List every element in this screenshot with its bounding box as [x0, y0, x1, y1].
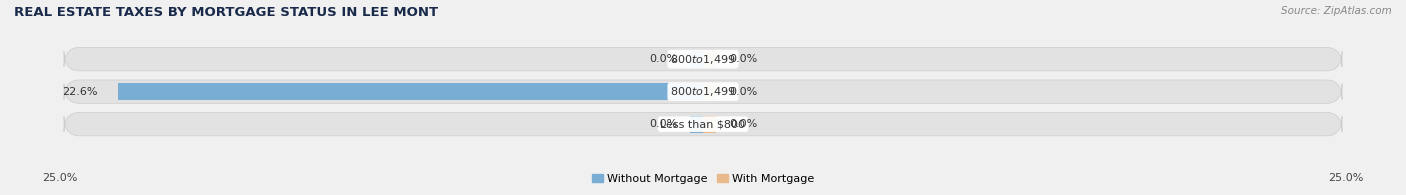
Legend: Without Mortgage, With Mortgage: Without Mortgage, With Mortgage [588, 169, 818, 189]
Bar [690, 116, 703, 133]
Bar [703, 83, 716, 100]
Text: 0.0%: 0.0% [650, 119, 678, 129]
Text: 0.0%: 0.0% [728, 87, 756, 97]
Text: REAL ESTATE TAXES BY MORTGAGE STATUS IN LEE MONT: REAL ESTATE TAXES BY MORTGAGE STATUS IN … [14, 6, 439, 19]
Text: 0.0%: 0.0% [728, 119, 756, 129]
Text: Less than $800: Less than $800 [661, 119, 745, 129]
Text: $800 to $1,499: $800 to $1,499 [671, 85, 735, 98]
Text: 22.6%: 22.6% [62, 87, 97, 97]
FancyBboxPatch shape [65, 47, 1341, 71]
FancyBboxPatch shape [65, 80, 1341, 103]
Text: $800 to $1,499: $800 to $1,499 [671, 53, 735, 66]
Bar [703, 51, 716, 68]
Text: 25.0%: 25.0% [1329, 173, 1364, 183]
Bar [703, 116, 716, 133]
Text: 0.0%: 0.0% [650, 54, 678, 64]
Text: Source: ZipAtlas.com: Source: ZipAtlas.com [1281, 6, 1392, 16]
Text: 25.0%: 25.0% [42, 173, 77, 183]
Bar [690, 51, 703, 68]
FancyBboxPatch shape [65, 113, 1341, 136]
Bar [118, 83, 703, 100]
Text: 0.0%: 0.0% [728, 54, 756, 64]
